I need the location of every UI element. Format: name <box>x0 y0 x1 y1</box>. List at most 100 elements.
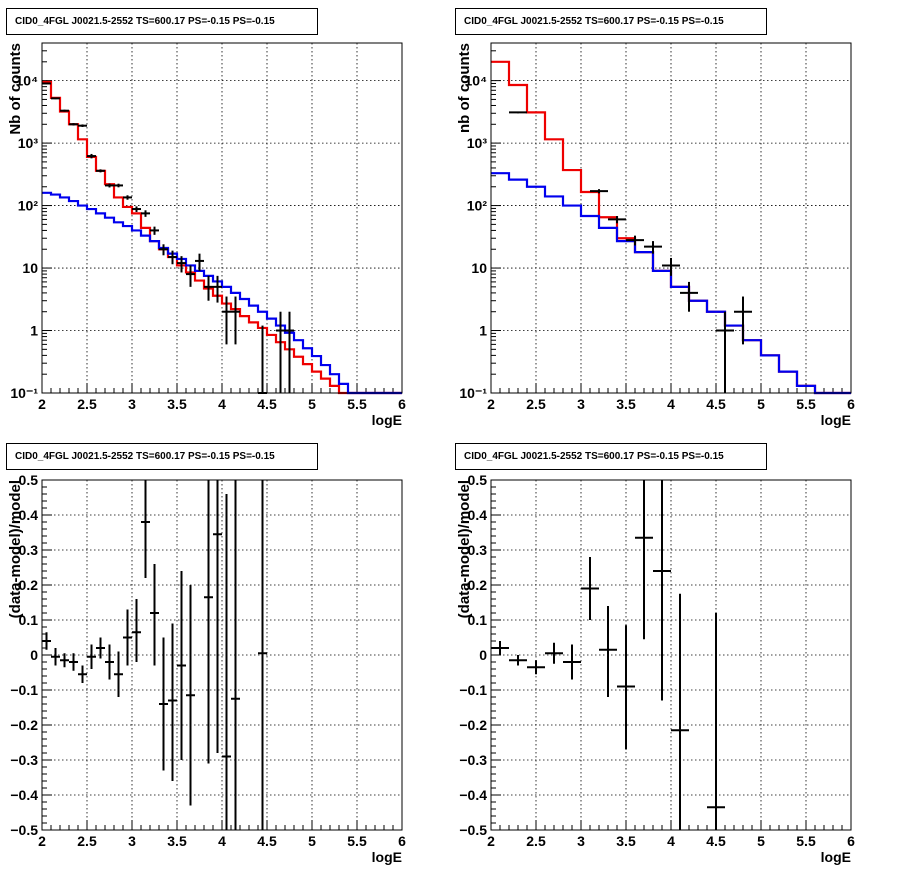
x-tick-label: 4.5 <box>706 833 726 849</box>
y-tick-label: 0.4 <box>19 507 39 523</box>
y-tick-label: 0 <box>479 647 487 663</box>
x-tick-label: 3.5 <box>167 833 187 849</box>
plot-frame <box>41 42 403 394</box>
grid <box>491 480 851 830</box>
data-point <box>96 169 105 173</box>
x-tick-label: 2 <box>38 396 46 412</box>
data-point <box>60 653 69 668</box>
y-tick-label: −0.5 <box>459 822 487 838</box>
x-axis-label: logE <box>372 412 402 428</box>
data-point <box>150 564 159 666</box>
plot-frame <box>490 479 852 831</box>
data-point <box>177 571 186 760</box>
y-tick-label: 10³ <box>467 135 488 151</box>
y-tick-label: −0.4 <box>459 787 487 803</box>
x-tick-label: 4.5 <box>706 396 726 412</box>
data-point <box>734 296 752 345</box>
x-tick-label: 3.5 <box>616 833 636 849</box>
grid <box>42 43 402 393</box>
data-point <box>608 216 626 224</box>
data-point <box>96 637 105 659</box>
data-point <box>491 641 509 655</box>
y-tick-label: 0.5 <box>468 472 488 488</box>
data-point <box>509 655 527 666</box>
x-tick-label: 5 <box>308 396 316 412</box>
data-point <box>186 265 195 287</box>
x-tick-label: 2.5 <box>77 833 97 849</box>
x-tick-label: 4.5 <box>257 396 277 412</box>
data-point <box>51 97 60 100</box>
data-point <box>231 296 240 345</box>
data-point <box>123 195 132 200</box>
chart-residuals-fine: 2 2.5 3 3.5 4 4.5 5 5.5 6 −0.5 −0.4 −0.3 −0.2 −0.1 0 0.… <box>7 472 406 865</box>
data-point <box>617 625 635 750</box>
y-tick-label: 10⁻¹ <box>10 385 38 401</box>
chart-title: CID0_4FGL J0021.5-2552 TS=600.17 PS=-0.1… <box>6 443 318 470</box>
x-tick-label: 3.5 <box>616 396 636 412</box>
pad-bottom-right: CID0_4FGL J0021.5-2552 TS=600.17 PS=-0.1… <box>449 438 898 875</box>
chart-residuals-coarse: 2 2.5 3 3.5 4 4.5 5 5.5 6 −0.5 −0.4 −0.3 −0.2 −0.1 0 0.… <box>456 472 855 865</box>
data-point <box>60 109 69 112</box>
data-point <box>78 665 87 683</box>
y-tick-label: 0.2 <box>468 577 488 593</box>
y-tick-label: 10 <box>471 260 487 276</box>
x-tick-label: 3 <box>128 833 136 849</box>
pad-top-right: CID0_4FGL J0021.5-2552 TS=600.17 PS=-0.1… <box>449 0 898 437</box>
chart-title: CID0_4FGL J0021.5-2552 TS=600.17 PS=-0.1… <box>455 8 767 35</box>
chart-counts-fine: 2 2.5 3 3.5 4 4.5 5 5.5 6 10⁻¹ 1 10 10² 10³ 10⁴ logE Nb … <box>7 42 406 428</box>
x-axis-label: logE <box>372 849 402 865</box>
y-tick-label: 10² <box>467 198 488 214</box>
data-point <box>204 480 213 764</box>
x-axis-label: logE <box>821 412 851 428</box>
x-tick-label: 5.5 <box>796 396 816 412</box>
x-tick-label: 2 <box>487 396 495 412</box>
x-tick-label: 4 <box>218 833 226 849</box>
x-tick-label: 2.5 <box>526 396 546 412</box>
data-point <box>114 651 123 697</box>
data-point <box>231 480 240 830</box>
data-point <box>51 648 60 666</box>
data-point <box>204 275 213 301</box>
data-point <box>87 153 96 159</box>
data-point <box>159 637 168 771</box>
y-tick-label: 0.1 <box>19 612 39 628</box>
data-point <box>662 257 680 276</box>
histogram-series <box>42 80 402 395</box>
data-point <box>653 480 671 701</box>
x-tick-label: 2 <box>487 833 495 849</box>
plot-frame <box>490 42 852 394</box>
data-point <box>78 124 87 127</box>
x-tick-label: 4.5 <box>257 833 277 849</box>
x-tick-label: 5 <box>757 396 765 412</box>
x-axis-label: logE <box>821 849 851 865</box>
histogram-series <box>42 191 402 395</box>
data-point <box>105 644 114 680</box>
data-point <box>141 210 150 217</box>
y-tick-label: 10² <box>18 198 39 214</box>
data-point <box>599 606 617 697</box>
y-axis-label: nb of counts <box>456 43 473 133</box>
data-point <box>177 256 186 273</box>
data-point <box>545 642 563 664</box>
data-point <box>132 206 141 212</box>
data-point <box>527 660 545 675</box>
y-axis-label: Nb of counts <box>7 43 24 135</box>
x-tick-label: 3.5 <box>167 396 187 412</box>
x-tick-label: 5.5 <box>347 833 367 849</box>
x-tick-label: 6 <box>847 396 855 412</box>
y-tick-label: 1 <box>479 323 487 339</box>
x-tick-label: 6 <box>398 833 406 849</box>
x-tick-label: 3 <box>577 396 585 412</box>
data-point <box>716 311 734 393</box>
x-tick-label: 5.5 <box>796 833 816 849</box>
data-point <box>509 111 527 114</box>
y-tick-label: 0.1 <box>468 612 488 628</box>
x-tick-label: 4 <box>667 396 675 412</box>
data-point <box>159 244 168 256</box>
y-tick-label: 10³ <box>18 135 39 151</box>
y-tick-label: −0.3 <box>10 752 38 768</box>
y-axis-label: (data-model)/model <box>7 480 24 618</box>
y-tick-label: −0.5 <box>10 822 38 838</box>
data-point <box>563 644 581 680</box>
grid <box>42 480 402 830</box>
